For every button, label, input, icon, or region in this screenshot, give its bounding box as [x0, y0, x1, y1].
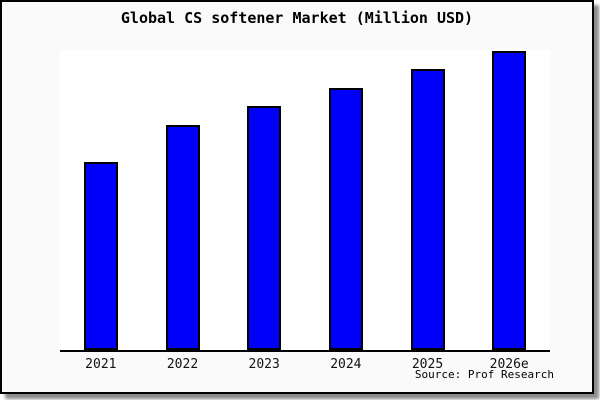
bar-slot: 2024 — [305, 50, 387, 372]
bar-slot: 2022 — [142, 50, 224, 372]
bar-slot: 2023 — [223, 50, 305, 372]
bar-2026e — [492, 51, 527, 350]
bar-2021 — [83, 162, 118, 350]
x-tick-label: 2023 — [248, 357, 280, 372]
bar-slot: 2021 — [60, 50, 142, 372]
x-tick-label: 2021 — [85, 357, 117, 372]
bar-2023 — [247, 106, 282, 350]
x-tick-label: 2026e — [489, 357, 529, 372]
bars-row: 2021 2022 2023 2024 2025 2026e — [60, 50, 550, 372]
bar-slot: 2025 — [387, 50, 469, 372]
source-credit: Source: Prof Research — [414, 368, 554, 381]
bar-2022 — [165, 125, 200, 350]
bar-2024 — [328, 88, 363, 350]
x-tick-label: 2024 — [330, 357, 362, 372]
x-tick-label: 2022 — [166, 357, 199, 372]
chart-panel: Global CS softener Market (Million USD) … — [0, 0, 594, 394]
bar-slot: 2026e — [468, 50, 550, 372]
chart-title: Global CS softener Market (Million USD) — [120, 9, 474, 27]
bar-2025 — [410, 69, 445, 350]
plot-area: 2021 2022 2023 2024 2025 2026e — [60, 50, 550, 372]
x-tick-label: 2025 — [411, 357, 444, 372]
